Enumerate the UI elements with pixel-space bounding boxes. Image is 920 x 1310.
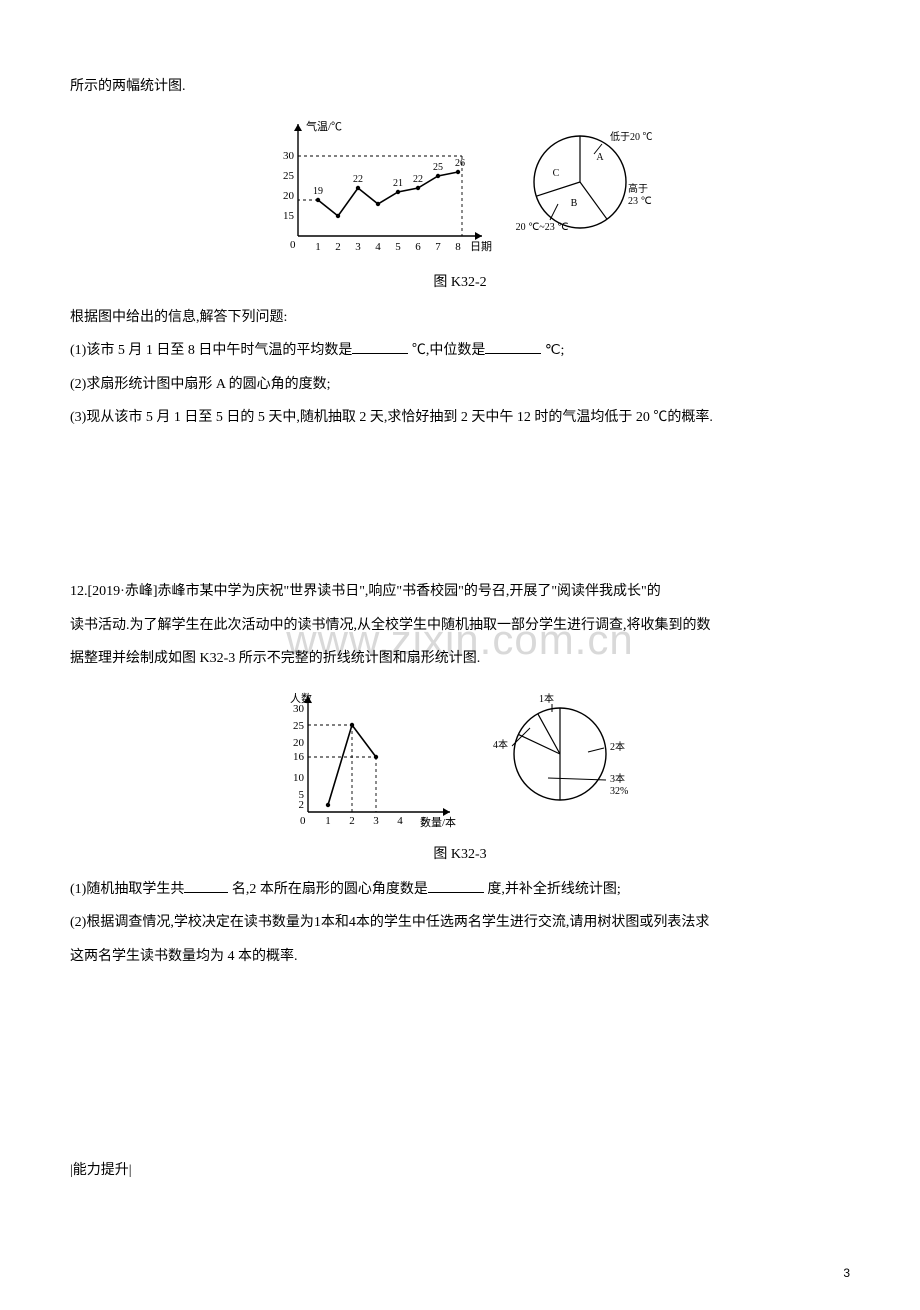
svg-text:22: 22 [413, 174, 423, 185]
svg-text:30: 30 [293, 703, 305, 715]
section-footer: |能力提升| [70, 1154, 850, 1188]
q12-sub1-a: (1)随机抽取学生共 [70, 882, 184, 897]
svg-text:5: 5 [421, 815, 427, 827]
svg-text:3: 3 [373, 815, 379, 827]
svg-text:22: 22 [353, 174, 363, 185]
q12-sub1: (1)随机抽取学生共 名,2 本所在扇形的圆心角度数是 度,并补全折线统计图; [70, 873, 850, 907]
svg-text:25: 25 [433, 162, 443, 173]
svg-text:19: 19 [313, 186, 323, 197]
svg-text:7: 7 [435, 241, 441, 253]
svg-text:2本: 2本 [610, 740, 625, 753]
svg-text:26: 26 [455, 158, 465, 169]
svg-text:1本: 1本 [539, 692, 554, 705]
svg-text:高于: 高于 [628, 182, 648, 195]
q2-line: (2)求扇形统计图中扇形 A 的圆心角的度数; [70, 368, 850, 402]
blank-mean [352, 339, 408, 354]
svg-text:0: 0 [300, 815, 306, 827]
svg-text:1: 1 [325, 815, 331, 827]
svg-text:1: 1 [315, 241, 321, 253]
q12-sub1-b: 名,2 本所在扇形的圆心角度数是 [232, 882, 428, 897]
x-axis-label: 日期 [470, 240, 492, 253]
svg-text:C: C [553, 168, 560, 179]
q12-l3: 据整理并绘制成如图 K32-3 所示不完整的折线统计图和扇形统计图. [70, 642, 850, 676]
svg-text:10: 10 [293, 772, 305, 784]
svg-text:6: 6 [415, 241, 421, 253]
q1-text-b: ℃,中位数是 [412, 343, 486, 358]
svg-text:3: 3 [355, 241, 361, 253]
q12-sub1-c: 度,并补全折线统计图; [487, 882, 620, 897]
svg-text:4: 4 [375, 241, 381, 253]
blank-angle [428, 878, 484, 893]
svg-text:32%: 32% [610, 786, 628, 797]
svg-text:4本: 4本 [493, 738, 508, 751]
q12-sub2a: (2)根据调查情况,学校决定在读书数量为1本和4本的学生中任选两名学生进行交流,… [70, 906, 850, 940]
svg-text:20 ℃~23 ℃: 20 ℃~23 ℃ [516, 222, 569, 233]
svg-text:21: 21 [393, 178, 403, 189]
figure-caption-2: 图 K32-3 [70, 843, 850, 863]
svg-text:4: 4 [397, 815, 403, 827]
q1-text-c: ℃; [545, 343, 565, 358]
svg-text:A: A [596, 152, 604, 163]
svg-text:5: 5 [299, 789, 305, 801]
svg-text:B: B [571, 198, 578, 209]
y-axis-label: 气温/℃ [306, 119, 342, 133]
figure-caption-1: 图 K32-2 [70, 271, 850, 291]
q12-l2: 读书活动.为了解学生在此次活动中的读书情况,从全校学生中随机抽取一部分学生进行调… [70, 609, 850, 643]
svg-text:低于20 ℃: 低于20 ℃ [610, 130, 653, 143]
page-number: 3 [843, 1266, 850, 1280]
svg-text:20: 20 [293, 737, 305, 749]
blank-median [485, 339, 541, 354]
svg-text:25: 25 [293, 720, 305, 732]
figure-k32-2: 气温/℃ 日期 0 15 20 25 30 1 2 3 4 [70, 112, 850, 267]
svg-text:8: 8 [455, 241, 461, 253]
svg-text:5: 5 [395, 241, 401, 253]
q3-line: (3)现从该市 5 月 1 日至 5 日的 5 天中,随机抽取 2 天,求恰好抽… [70, 401, 850, 435]
svg-text:30: 30 [283, 150, 295, 162]
svg-text:25: 25 [283, 170, 295, 182]
q-stem: 根据图中给出的信息,解答下列问题: [70, 301, 850, 335]
q1-line: (1)该市 5 月 1 日至 8 日中午时气温的平均数是 ℃,中位数是 ℃; [70, 334, 850, 368]
svg-text:3本: 3本 [610, 772, 625, 785]
svg-text:2: 2 [335, 241, 341, 253]
svg-text:2: 2 [349, 815, 355, 827]
q12-l1: 12.[2019·赤峰]赤峰市某中学为庆祝"世界读书日",响应"书香校园"的号召… [70, 575, 850, 609]
figure-k32-3: 人数 数量/本 0 2 5 10 16 20 25 30 12345 [70, 684, 850, 839]
svg-text:16: 16 [293, 751, 305, 763]
svg-text:15: 15 [283, 210, 295, 222]
svg-text:23 ℃: 23 ℃ [628, 196, 652, 207]
blank-count [184, 878, 228, 893]
svg-text:20: 20 [283, 190, 295, 202]
q1-text-a: (1)该市 5 月 1 日至 8 日中午时气温的平均数是 [70, 343, 352, 358]
q12-sub2b: 这两名学生读书数量均为 4 本的概率. [70, 940, 850, 974]
svg-text:0: 0 [290, 239, 296, 251]
intro-tail: 所示的两幅统计图. [70, 70, 850, 104]
